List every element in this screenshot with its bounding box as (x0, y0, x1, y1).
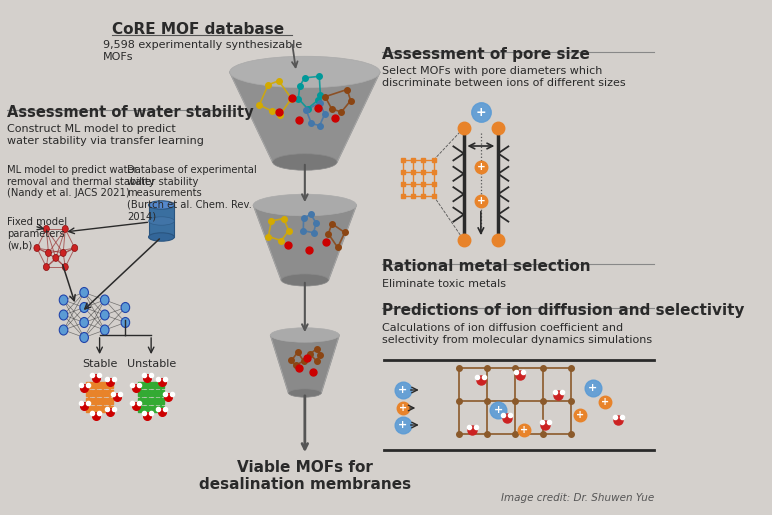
Circle shape (60, 249, 66, 256)
Text: Fixed model
parameters
(w,b): Fixed model parameters (w,b) (7, 217, 67, 250)
Bar (148, 205, 174, 237)
Text: +: + (588, 383, 597, 393)
Text: Assessment of water stability: Assessment of water stability (7, 105, 253, 120)
Circle shape (80, 318, 89, 328)
Text: Rational metal selection: Rational metal selection (382, 259, 591, 274)
Circle shape (43, 226, 49, 232)
Text: Select MOFs with pore diameters which
discriminate between ions of different siz: Select MOFs with pore diameters which di… (382, 66, 626, 88)
Polygon shape (270, 335, 339, 393)
Ellipse shape (270, 328, 339, 342)
Text: +: + (493, 405, 503, 415)
Text: +: + (576, 410, 584, 420)
Polygon shape (230, 72, 380, 162)
Ellipse shape (148, 233, 174, 241)
Circle shape (100, 325, 109, 335)
Ellipse shape (273, 154, 337, 170)
Circle shape (52, 254, 59, 262)
Ellipse shape (148, 201, 174, 209)
Circle shape (121, 302, 130, 313)
Text: +: + (476, 106, 486, 118)
Circle shape (34, 245, 40, 251)
Text: Viable MOFs for
desalination membranes: Viable MOFs for desalination membranes (198, 460, 411, 492)
Polygon shape (253, 205, 357, 280)
Ellipse shape (148, 217, 174, 225)
Circle shape (59, 295, 68, 305)
Ellipse shape (289, 389, 321, 397)
Circle shape (43, 264, 49, 270)
Text: +: + (520, 425, 528, 435)
Text: +: + (398, 385, 408, 395)
Circle shape (63, 264, 68, 270)
Text: Construct ML model to predict
water stability via transfer learning: Construct ML model to predict water stab… (7, 124, 204, 146)
Circle shape (72, 245, 78, 251)
Text: +: + (398, 403, 407, 413)
Circle shape (80, 287, 89, 298)
Text: Stable: Stable (82, 359, 117, 369)
Circle shape (100, 295, 109, 305)
Circle shape (59, 325, 68, 335)
Circle shape (121, 318, 130, 328)
Text: Unstable: Unstable (127, 359, 176, 369)
Ellipse shape (253, 194, 357, 216)
Ellipse shape (281, 274, 328, 286)
Text: 9,598 experimentally synthesizable
MOFs: 9,598 experimentally synthesizable MOFs (103, 40, 303, 62)
Circle shape (63, 226, 68, 232)
Text: +: + (398, 420, 408, 430)
Text: +: + (601, 397, 609, 407)
Circle shape (80, 302, 89, 313)
Circle shape (46, 249, 52, 256)
Text: Eliminate toxic metals: Eliminate toxic metals (382, 279, 506, 289)
Text: Predictions of ion diffusion and selectivity: Predictions of ion diffusion and selecti… (382, 303, 745, 318)
Text: CoRE MOF database: CoRE MOF database (112, 22, 284, 37)
Ellipse shape (230, 56, 380, 88)
Text: Image credit: Dr. Shuwen Yue: Image credit: Dr. Shuwen Yue (501, 493, 655, 503)
Text: +: + (476, 162, 486, 172)
Circle shape (80, 333, 89, 342)
Text: +: + (476, 196, 486, 206)
Text: Assessment of pore size: Assessment of pore size (382, 47, 590, 62)
Circle shape (59, 310, 68, 320)
Text: ML model to predict water
removal and thermal stability
(Nandy et al. JACS 2021): ML model to predict water removal and th… (7, 165, 154, 198)
Text: Database of experimental
water stability
measurements
(Burtch et al. Chem. Rev.
: Database of experimental water stability… (127, 165, 257, 221)
Text: Calculations of ion diffusion coefficient and
selectivity from molecular dynamic: Calculations of ion diffusion coefficien… (382, 323, 652, 345)
Circle shape (100, 310, 109, 320)
